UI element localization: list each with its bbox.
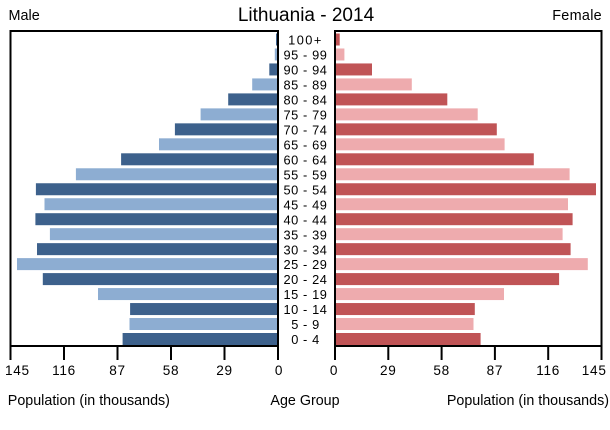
svg-text:29: 29 <box>380 363 397 378</box>
svg-text:15 - 19: 15 - 19 <box>283 287 327 302</box>
svg-text:145: 145 <box>582 363 607 378</box>
svg-text:116: 116 <box>536 363 560 378</box>
svg-text:0: 0 <box>275 363 283 378</box>
svg-text:Female: Female <box>552 8 602 24</box>
svg-text:58: 58 <box>433 363 450 378</box>
svg-text:Age Group: Age Group <box>270 393 339 409</box>
svg-text:116: 116 <box>52 363 76 378</box>
svg-text:25 - 29: 25 - 29 <box>283 257 327 272</box>
svg-text:87: 87 <box>487 363 504 378</box>
svg-text:29: 29 <box>216 363 233 378</box>
svg-text:20 - 24: 20 - 24 <box>283 272 327 287</box>
svg-text:Population (in thousands): Population (in thousands) <box>8 393 170 409</box>
svg-text:80 - 84: 80 - 84 <box>283 93 327 108</box>
svg-text:85 - 89: 85 - 89 <box>283 78 327 93</box>
svg-text:Lithuania - 2014: Lithuania - 2014 <box>238 5 375 26</box>
svg-text:60 - 64: 60 - 64 <box>283 152 327 167</box>
svg-text:58: 58 <box>163 363 180 378</box>
svg-text:75 - 79: 75 - 79 <box>283 107 327 122</box>
svg-text:50 - 54: 50 - 54 <box>283 182 327 197</box>
svg-text:0 - 4: 0 - 4 <box>291 332 320 347</box>
svg-text:55 - 59: 55 - 59 <box>283 167 327 182</box>
svg-text:Male: Male <box>9 8 40 24</box>
svg-text:35 - 39: 35 - 39 <box>283 227 327 242</box>
svg-text:10 - 14: 10 - 14 <box>283 302 327 317</box>
svg-text:90 - 94: 90 - 94 <box>283 63 327 78</box>
svg-text:95 - 99: 95 - 99 <box>283 48 327 63</box>
svg-text:45 - 49: 45 - 49 <box>283 197 327 212</box>
svg-text:65 - 69: 65 - 69 <box>283 137 327 152</box>
svg-text:Population (in thousands): Population (in thousands) <box>447 393 609 409</box>
svg-text:30 - 34: 30 - 34 <box>283 242 327 257</box>
svg-text:145: 145 <box>5 363 30 378</box>
svg-text:0: 0 <box>330 363 338 378</box>
svg-text:100+: 100+ <box>288 33 323 48</box>
svg-text:70 - 74: 70 - 74 <box>283 122 327 137</box>
svg-text:87: 87 <box>109 363 126 378</box>
svg-text:5 - 9: 5 - 9 <box>291 317 320 332</box>
svg-text:40 - 44: 40 - 44 <box>283 212 327 227</box>
